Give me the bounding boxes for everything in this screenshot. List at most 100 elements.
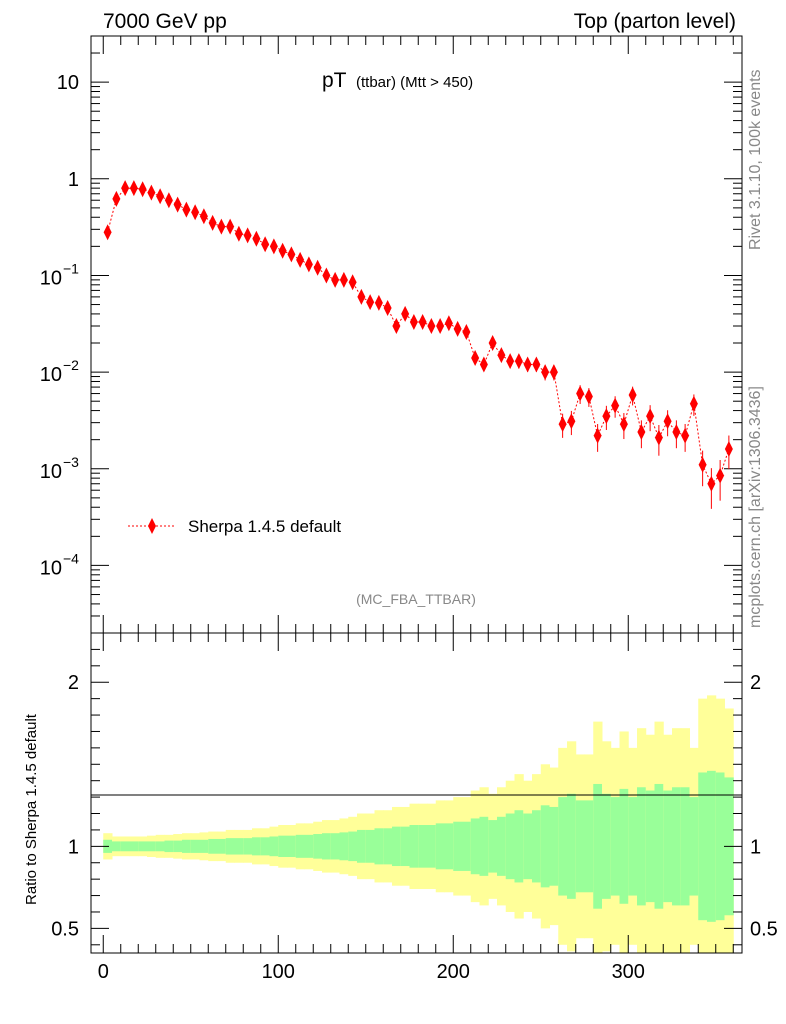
data-point (619, 416, 628, 433)
main-axis-ticks (91, 35, 742, 634)
band-green (260, 837, 270, 856)
band-green (120, 841, 130, 852)
band-green (645, 790, 655, 903)
band-green (199, 839, 209, 853)
data-point (681, 427, 690, 444)
band-green (689, 797, 699, 896)
data-point (252, 230, 261, 247)
ratio-y-axis-label: Ratio to Sherpa 1.4.5 default (23, 713, 40, 905)
band-green (610, 797, 620, 896)
band-green (488, 820, 498, 873)
data-point (191, 204, 200, 221)
header-left: 7000 GeV pp (103, 10, 227, 33)
band-green (453, 821, 463, 871)
x-tick-label: 200 (437, 961, 470, 983)
band-green (575, 800, 585, 893)
band-green (470, 818, 480, 875)
band-green (278, 835, 288, 857)
data-point (523, 356, 532, 373)
band-green (497, 816, 507, 876)
data-point (462, 323, 471, 340)
band-green (549, 806, 559, 886)
band-green (164, 840, 174, 853)
band-green (365, 829, 375, 863)
band-green (322, 833, 332, 860)
data-point (444, 315, 453, 332)
data-point (558, 416, 567, 433)
data-point (672, 424, 681, 441)
data-point (698, 456, 707, 473)
data-point (217, 218, 226, 235)
band-green (304, 834, 314, 858)
data-point (567, 413, 576, 430)
data-point (164, 192, 173, 209)
data-point (427, 317, 436, 334)
x-tick-label: 100 (262, 961, 295, 983)
y-tick-exponent: −1 (63, 260, 79, 276)
data-point (173, 196, 182, 213)
data-point (514, 353, 523, 370)
band-green (313, 834, 323, 859)
band-green (628, 797, 638, 896)
data-point (138, 181, 147, 198)
band-green (147, 841, 157, 852)
ratio-y-tick-label-left: 0.5 (51, 918, 79, 940)
legend-label: Sherpa 1.4.5 default (188, 517, 341, 536)
band-green (558, 797, 568, 896)
data-point (129, 180, 138, 197)
data-point (147, 184, 156, 201)
band-green (418, 825, 428, 868)
plot-title-sub: (ttbar) (Mtt > 450) (356, 74, 473, 91)
main-plot-frame (90, 35, 743, 634)
data-point (331, 271, 340, 288)
data-point (322, 267, 331, 284)
band-green (374, 828, 384, 865)
band-green (383, 828, 393, 865)
data-point (628, 386, 637, 403)
data-point (199, 208, 208, 225)
data-point (392, 317, 401, 334)
band-green (348, 831, 358, 862)
data-point (226, 218, 235, 235)
band-green (663, 790, 673, 903)
data-point (479, 356, 488, 373)
ratio-y-tick-label-left: 2 (68, 672, 79, 694)
data-point (549, 364, 558, 381)
data-point (593, 427, 602, 444)
data-point (121, 180, 130, 197)
ratio-bands (103, 695, 734, 953)
data-point (716, 467, 725, 484)
band-green (672, 787, 682, 906)
ratio-plot-panel: 0.5 0.5 1 1 2 2 0 100 200 300 Ratio to Sherpa 1.4… (23, 632, 778, 983)
y-tick-label: 10 (40, 557, 62, 579)
ratio-plot-frame (90, 632, 743, 954)
data-point (654, 429, 663, 446)
data-point (471, 349, 480, 366)
band-green (287, 835, 297, 857)
data-point (208, 214, 217, 231)
data-point (488, 335, 497, 352)
band-green (462, 821, 472, 871)
band-green (584, 800, 594, 893)
data-point (689, 395, 698, 412)
data-point (409, 313, 418, 330)
ratio-axis-ticks (91, 633, 742, 953)
band-green (392, 826, 402, 867)
band-green (339, 832, 349, 861)
band-green (208, 838, 218, 854)
data-point (304, 256, 313, 273)
y-tick-exponent: −2 (63, 357, 79, 373)
data-point (707, 475, 716, 492)
y-tick-label: 1 (68, 169, 79, 191)
band-green (173, 840, 183, 853)
band-green (190, 839, 200, 853)
data-point (339, 271, 348, 288)
data-point (261, 236, 270, 253)
data-point (584, 388, 593, 405)
y-tick-label: 10 (40, 364, 62, 386)
rivet-label: Rivet 3.1.10, 100k events (747, 69, 764, 250)
data-point (112, 190, 121, 207)
band-green (540, 805, 550, 888)
